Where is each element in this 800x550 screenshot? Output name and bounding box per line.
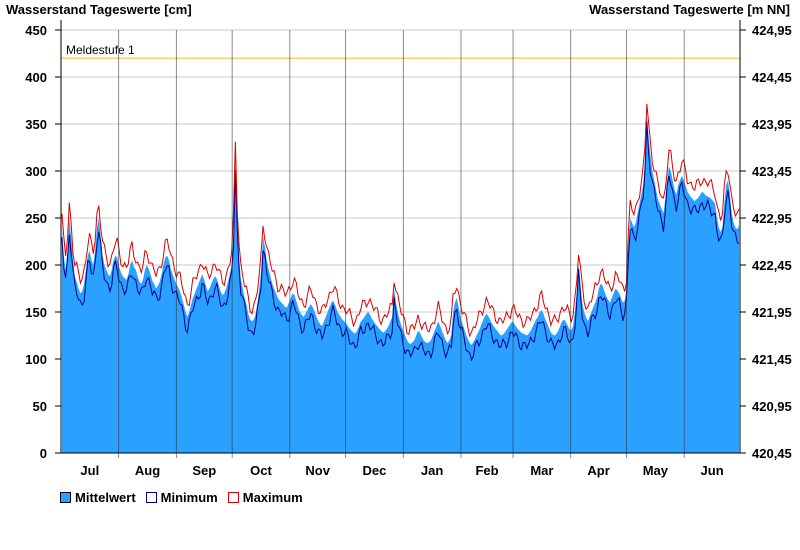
legend-swatch-mean [60, 492, 71, 503]
y-axis-right-title: Wasserstand Tageswerte [m NN] [589, 2, 790, 17]
y-axis-left-title: Wasserstand Tageswerte [cm] [6, 2, 192, 17]
y-tick-label-left: 100 [25, 352, 47, 367]
legend-item-mean: Mittelwert [60, 490, 136, 505]
x-tick-label: May [643, 463, 669, 478]
y-tick-label-right: 424,45 [752, 70, 792, 85]
legend-item-minimum: Minimum [145, 490, 218, 505]
y-tick-label-right: 420,45 [752, 446, 792, 461]
x-tick-label: Nov [305, 463, 330, 478]
reference-line-label: Meldestufe 1 [66, 43, 135, 57]
y-tick-label-left: 450 [25, 23, 47, 38]
series-area-mittelwert [61, 114, 740, 453]
x-tick-label: Jul [80, 463, 99, 478]
y-tick-label-left: 400 [25, 70, 47, 85]
y-tick-label-left: 250 [25, 211, 47, 226]
y-tick-label-right: 424,95 [752, 23, 792, 38]
y-tick-label-right: 422,45 [752, 258, 792, 273]
y-tick-label-right: 423,45 [752, 164, 792, 179]
legend-label-maximum: Maximum [242, 490, 303, 505]
x-tick-label: Aug [135, 463, 160, 478]
x-tick-label: Sep [192, 463, 216, 478]
legend-item-maximum: Maximum [227, 490, 303, 505]
y-tick-label-left: 150 [25, 305, 47, 320]
y-tick-label-left: 300 [25, 164, 47, 179]
y-tick-label-right: 421,95 [752, 305, 792, 320]
y-tick-label-left: 0 [40, 446, 47, 461]
x-tick-label: Oct [250, 463, 272, 478]
x-tick-label: Mar [530, 463, 553, 478]
y-tick-label-right: 420,95 [752, 399, 792, 414]
legend: Mittelwert Minimum Maximum [60, 490, 303, 505]
y-tick-label-right: 422,95 [752, 211, 792, 226]
x-tick-label: Dec [363, 463, 387, 478]
y-tick-label-right: 421,45 [752, 352, 792, 367]
legend-label-minimum: Minimum [160, 490, 218, 505]
legend-label-mean: Mittelwert [75, 490, 136, 505]
x-tick-label: Apr [587, 463, 609, 478]
x-tick-label: Jan [421, 463, 443, 478]
y-tick-label-right: 423,95 [752, 117, 792, 132]
legend-swatch-maximum [227, 492, 239, 503]
y-tick-label-left: 350 [25, 117, 47, 132]
x-tick-label: Feb [475, 463, 498, 478]
legend-swatch-minimum [145, 492, 157, 503]
y-tick-label-left: 50 [33, 399, 47, 414]
y-tick-label-left: 200 [25, 258, 47, 273]
x-tick-label: Jun [701, 463, 724, 478]
